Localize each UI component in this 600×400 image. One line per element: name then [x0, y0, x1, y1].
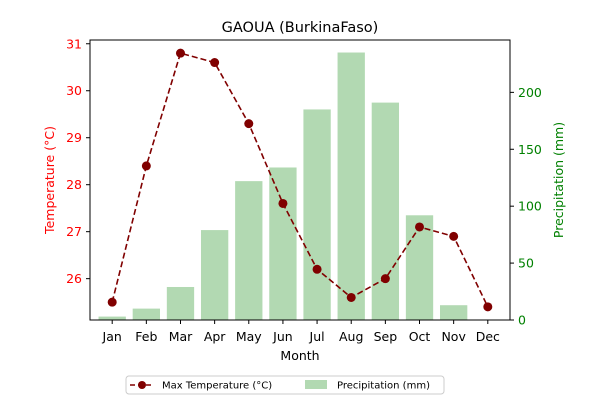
left-y-tick-label-26: 26 — [66, 271, 82, 286]
x-tick-label-jul: Jul — [309, 329, 325, 344]
x-tick-label-feb: Feb — [135, 329, 157, 344]
chart-title: GAOUA (BurkinaFaso) — [222, 20, 379, 36]
right-y-tick-label-50: 50 — [518, 256, 534, 271]
temperature-point-mar — [175, 48, 185, 58]
right-y-tick-label-100: 100 — [518, 199, 542, 214]
legend-bar-swatch — [305, 380, 327, 389]
precip-bar-may — [235, 181, 263, 320]
precip-bar-nov — [440, 305, 468, 320]
precip-bar-jun — [269, 167, 297, 320]
left-y-tick-label-29: 29 — [66, 130, 82, 145]
temperature-point-jan — [107, 297, 117, 307]
legend-label-temperature: Max Temperature (°C) — [162, 381, 272, 392]
precip-bar-aug — [337, 52, 365, 320]
legend-label-precipitation: Precipitation (mm) — [337, 381, 430, 392]
temperature-point-sep — [380, 274, 390, 284]
plot-frame — [89, 39, 511, 321]
temperature-point-feb — [141, 161, 151, 171]
temperature-point-aug — [346, 292, 356, 302]
legend: Max Temperature (°C) Precipitation (mm) — [125, 375, 445, 395]
x-tick-label-apr: Apr — [204, 329, 226, 344]
right-y-tick-label-200: 200 — [518, 85, 542, 100]
line-group — [107, 48, 493, 312]
x-tick-label-dec: Dec — [476, 329, 500, 344]
temperature-point-oct — [415, 222, 425, 232]
x-tick-label-mar: Mar — [169, 329, 193, 344]
axes-group: Jan Feb Mar Apr May Jun Jul Aug Sep Oct Nov Dec 26 27… — [66, 36, 542, 344]
temperature-line — [111, 52, 489, 308]
x-tick-label-nov: Nov — [441, 329, 466, 344]
right-y-tick-label-0: 0 — [518, 313, 526, 328]
x-axis-label: Month — [280, 348, 319, 363]
precip-bar-jan — [98, 316, 126, 320]
right-axis-label: Precipitation (mm) — [551, 122, 566, 238]
left-y-tick-label-27: 27 — [66, 224, 82, 239]
x-tick-label-sep: Sep — [374, 329, 398, 344]
left-axis-label: Temperature (°C) — [42, 126, 57, 235]
right-y-tick-label-150: 150 — [518, 142, 542, 157]
left-y-tick-label-30: 30 — [66, 83, 82, 98]
precip-bar-sep — [371, 102, 400, 320]
temperature-point-nov — [449, 231, 459, 241]
left-y-tick-label-31: 31 — [66, 36, 82, 51]
temperature-point-dec — [483, 302, 493, 312]
x-tick-label-jan: Jan — [102, 329, 122, 344]
temperature-point-jul — [312, 264, 322, 274]
x-tick-label-oct: Oct — [409, 329, 431, 344]
precip-bar-jul — [303, 109, 331, 320]
x-tick-label-jun: Jun — [272, 329, 293, 344]
temperature-point-apr — [210, 58, 220, 68]
x-tick-label-may: May — [236, 329, 262, 344]
x-tick-label-aug: Aug — [339, 329, 363, 344]
bars-group — [98, 52, 468, 320]
precip-bar-oct — [405, 215, 434, 320]
temperature-point-jun — [278, 198, 288, 208]
precip-bar-mar — [166, 286, 195, 320]
temperature-point-may — [244, 119, 254, 129]
precip-bar-feb — [132, 308, 160, 320]
precip-bar-apr — [200, 230, 229, 320]
left-y-tick-label-28: 28 — [66, 177, 82, 192]
legend-line-marker — [138, 381, 146, 389]
